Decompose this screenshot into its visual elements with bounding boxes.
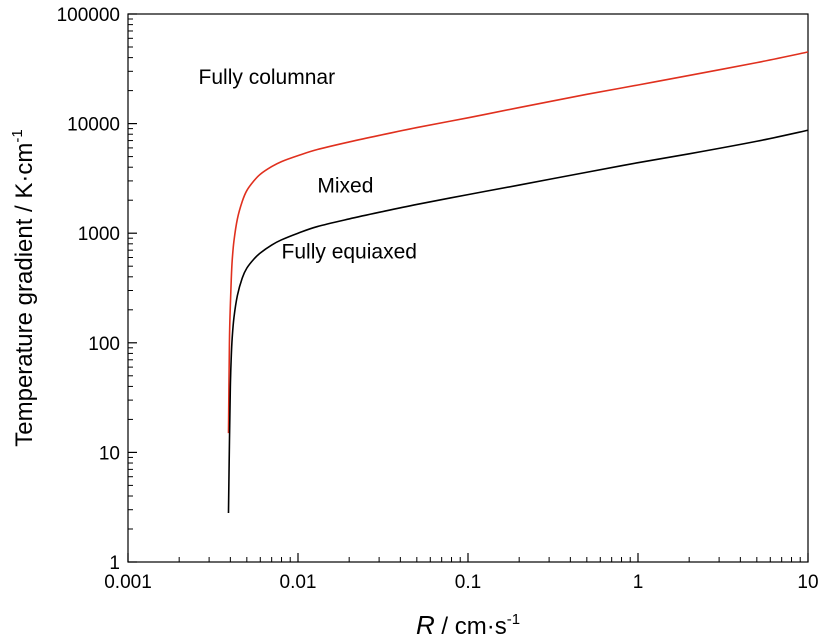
y-axis-title: Temperature gradient / K·cm-1 bbox=[9, 129, 38, 446]
y-tick-label: 100 bbox=[88, 334, 120, 355]
x-axis-title: R / cm·s-1 bbox=[416, 610, 520, 640]
y-tick-label: 10 bbox=[99, 443, 120, 464]
x-tick-label: 0.1 bbox=[455, 572, 481, 593]
series-line-upper-boundary bbox=[227, 51, 809, 434]
x-axis-ticks: 0.001 0.01 0.1 1 10 bbox=[104, 553, 819, 593]
x-tick-label: 1 bbox=[633, 572, 644, 593]
y-tick-label: 1000 bbox=[78, 224, 120, 245]
x-axis-unit: / cm·s bbox=[435, 613, 507, 640]
x-axis-symbol: R bbox=[416, 610, 435, 640]
y-tick-label: 1 bbox=[109, 553, 120, 574]
plot-area: 0.001 0.01 0.1 1 10 1 10 100 1000 10000 100000 Fu… bbox=[57, 5, 819, 593]
series-line-lower-boundary bbox=[227, 129, 809, 514]
y-tick-label: 10000 bbox=[67, 115, 120, 136]
region-label: Fully equiaxed bbox=[282, 240, 417, 263]
plot-frame bbox=[127, 13, 809, 563]
x-tick-label: 0.01 bbox=[280, 572, 317, 593]
region-label: Mixed bbox=[317, 175, 373, 198]
y-axis-label: Temperature gradient / K·cm bbox=[11, 143, 38, 447]
y-axis-ticks: 1 10 100 1000 10000 100000 bbox=[57, 5, 137, 574]
y-tick-label: 100000 bbox=[57, 5, 120, 26]
x-axis-unit-exponent: -1 bbox=[507, 611, 520, 628]
region-labels: Fully columnar Mixed Fully equiaxed bbox=[199, 66, 417, 263]
x-tick-label: 0.001 bbox=[104, 572, 152, 593]
series-group bbox=[227, 51, 809, 514]
region-label: Fully columnar bbox=[199, 66, 336, 89]
x-tick-label: 10 bbox=[797, 572, 818, 593]
y-axis-unit-exponent: -1 bbox=[9, 129, 26, 142]
